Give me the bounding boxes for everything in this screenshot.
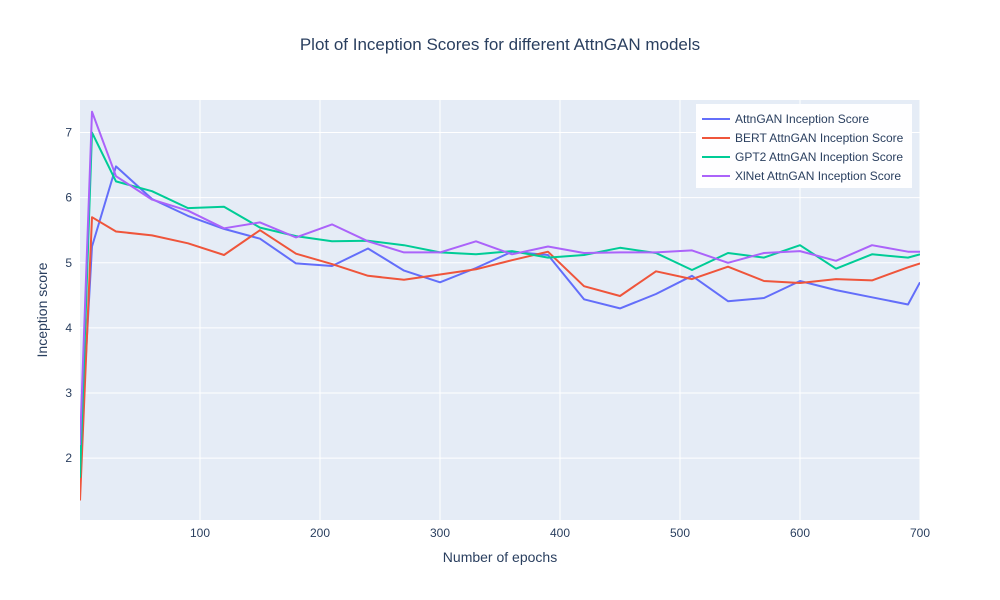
chart-title: Plot of Inception Scores for different A… <box>300 35 700 54</box>
y-axis-title: Inception score <box>34 262 50 357</box>
legend[interactable]: AttnGAN Inception Score BERT AttnGAN Ince… <box>696 104 912 188</box>
x-tick-label: 500 <box>670 526 690 540</box>
y-tick-label: 2 <box>65 451 72 465</box>
series-lines <box>80 110 920 501</box>
legend-item[interactable]: BERT AttnGAN Inception Score <box>702 131 904 145</box>
y-tick-label: 5 <box>65 256 72 270</box>
x-tick-label: 300 <box>430 526 450 540</box>
x-axis-title: Number of epochs <box>443 549 557 565</box>
y-tick-label: 3 <box>65 386 72 400</box>
legend-item[interactable]: GPT2 AttnGAN Inception Score <box>702 150 903 164</box>
legend-item[interactable]: AttnGAN Inception Score <box>702 112 869 126</box>
x-tick-label: 600 <box>790 526 810 540</box>
y-tick-label: 4 <box>65 321 72 335</box>
legend-item[interactable]: XlNet AttnGAN Inception Score <box>702 169 901 183</box>
series-line-1 <box>80 165 920 462</box>
x-tick-label: 100 <box>190 526 210 540</box>
x-tick-labels: 100 200 300 400 500 600 700 <box>190 526 930 540</box>
series-line-4 <box>80 110 920 446</box>
y-tick-label: 7 <box>65 126 72 140</box>
legend-label: GPT2 AttnGAN Inception Score <box>735 150 903 164</box>
legend-background <box>696 104 912 188</box>
legend-label: BERT AttnGAN Inception Score <box>735 131 904 145</box>
series-line-2 <box>80 216 920 501</box>
y-tick-label: 6 <box>65 191 72 205</box>
x-tick-label: 400 <box>550 526 570 540</box>
legend-label: AttnGAN Inception Score <box>735 112 869 126</box>
x-tick-label: 200 <box>310 526 330 540</box>
x-tick-label: 700 <box>910 526 930 540</box>
y-tick-labels: 2 3 4 5 6 7 <box>65 126 72 466</box>
series-line-3 <box>80 131 920 478</box>
legend-label: XlNet AttnGAN Inception Score <box>735 169 901 183</box>
